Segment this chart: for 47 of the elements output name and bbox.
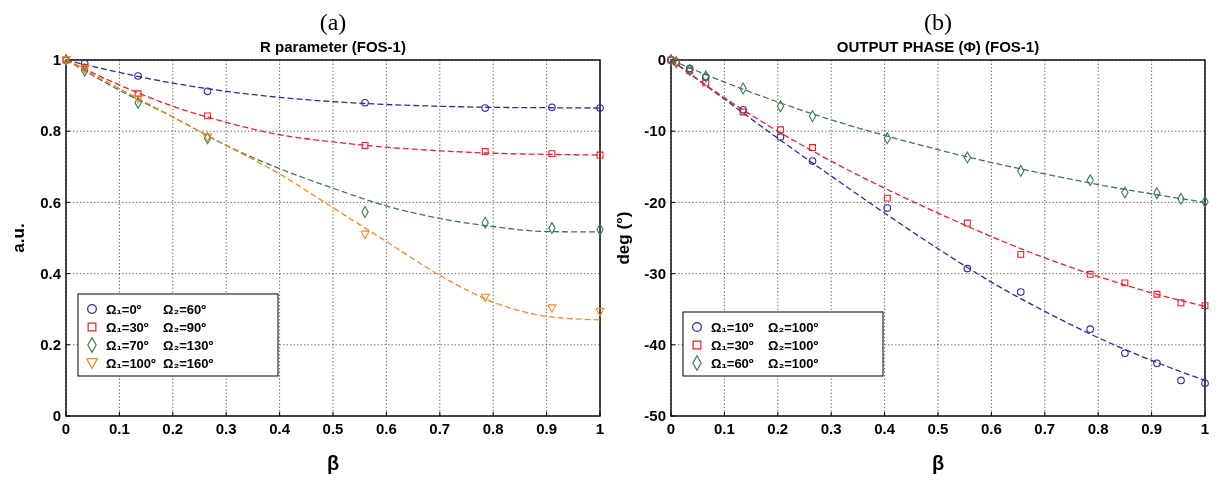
legend-label: Ω₁=0º Ω₂=60º [106,301,207,317]
x-axis-title: β [931,452,945,474]
x-tick-label: 0.7 [1034,420,1056,437]
x-tick-label: 0.7 [429,420,451,437]
legend-label: Ω₁=100º Ω₂=160º [106,355,214,371]
x-tick-label: 0.1 [713,420,735,437]
y-tick-label: -10 [644,122,666,140]
x-tick-label: 0.8 [482,420,504,437]
x-tick-label: 0.2 [162,420,184,437]
y-tick-label: 0.4 [40,264,62,282]
legend-label: Ω₁=60º Ω₂=100º [711,355,819,371]
x-tick-label: 0.9 [1141,420,1163,437]
chart-title: (a) [319,9,347,35]
x-tick-label: 0.4 [269,420,291,437]
x-tick-label: 1 [595,420,605,437]
x-tick-label: 0.1 [108,420,130,437]
y-tick-label: 0.8 [40,122,61,140]
x-tick-label: 1 [1200,420,1210,437]
x-tick-label: 0.8 [1087,420,1109,437]
x-tick-label: 0.5 [927,420,949,437]
x-tick-label: 0.2 [767,420,789,437]
x-tick-label: 0.6 [980,420,1002,437]
x-tick-label: 0.6 [375,420,397,437]
y-tick-label: -30 [644,264,666,282]
x-axis-title: β [326,452,340,474]
legend-label: Ω₁=70º Ω₂=130º [106,337,214,353]
y-tick-label: 0.2 [40,336,61,354]
y-axis-title: a.u. [9,223,28,253]
legend-label: Ω₁=30º Ω₂=90º [106,319,207,335]
y-tick-label: 0 [657,51,666,69]
legend-label: Ω₁=30º Ω₂=100º [711,337,819,353]
chart-subtitle: R parameter (FOS-1) [260,38,406,55]
y-tick-label: 1 [52,51,61,69]
x-tick-label: 0.3 [820,420,842,437]
y-tick-label: 0 [52,407,61,425]
chart-title: (b) [924,9,952,35]
x-tick-label: 0.9 [536,420,558,437]
chart-subtitle: OUTPUT PHASE (Φ) (FOS-1) [836,38,1040,55]
x-tick-label: 0.3 [215,420,237,437]
x-tick-label: 0.4 [874,420,896,437]
legend-label: Ω₁=10º Ω₂=100º [711,319,819,335]
y-tick-label: 0.6 [40,193,61,211]
y-axis-title: deg (°) [614,211,633,265]
y-tick-label: -20 [644,193,666,211]
y-tick-label: -40 [644,336,666,354]
x-tick-label: 0.5 [322,420,344,437]
y-tick-label: -50 [644,407,666,425]
